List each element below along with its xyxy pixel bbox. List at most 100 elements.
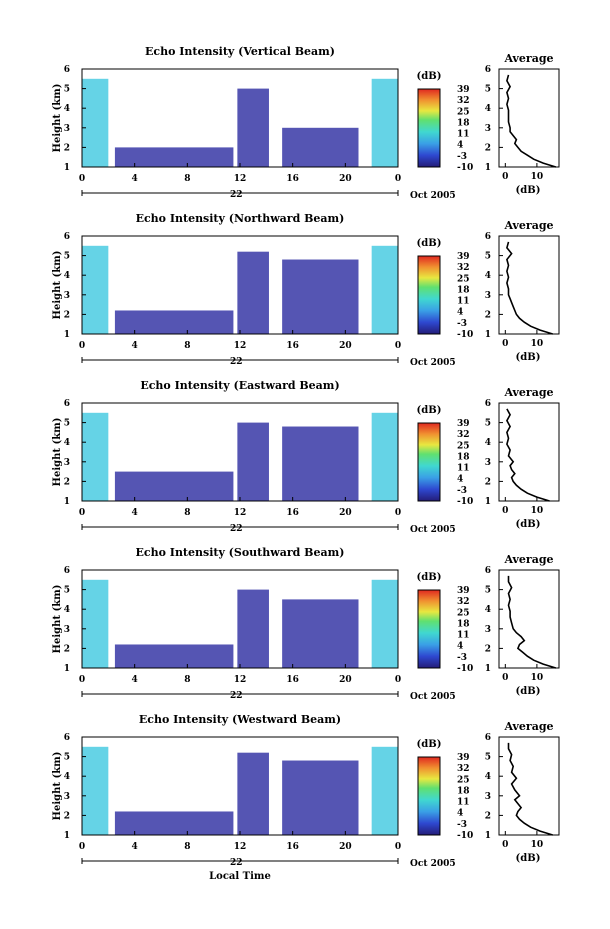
average-x-label: (dB): [516, 686, 541, 697]
colorbar-unit: (dB): [417, 572, 442, 583]
panel-2: Echo Intensity (Northward Beam)123456Hei…: [52, 212, 560, 368]
average-frame: [498, 402, 560, 502]
y-axis-label: Height (km): [52, 752, 63, 821]
colorbar-tick-label: -10: [457, 163, 473, 173]
x-tick-label: 0: [79, 174, 85, 184]
average-frame: [498, 569, 560, 669]
date-label: Oct 2005: [410, 525, 456, 535]
colorbar-tick-label: -3: [457, 486, 467, 496]
x-tick-label: 20: [339, 675, 352, 685]
average-profile-line: [506, 74, 557, 168]
average-y-tick-label: 6: [485, 733, 491, 743]
x-tick-label: 12: [234, 174, 247, 184]
x-tick-label: 8: [184, 508, 190, 518]
echo-block-5: [371, 746, 398, 835]
colorbar-tick-label: 32: [457, 263, 470, 273]
average-x-tick-label: 0: [502, 840, 508, 850]
average-title: Average: [503, 720, 553, 733]
echo-block-5: [371, 78, 398, 167]
average-y-tick-label: 2: [485, 310, 491, 320]
y-tick-label: 5: [64, 753, 70, 763]
x-tick-label: 20: [339, 341, 352, 351]
colorbar-tick-label: -3: [457, 319, 467, 329]
y-tick-label: 1: [64, 831, 70, 841]
colorbar-tick-label: 32: [457, 597, 470, 607]
x-tick-label: 4: [132, 842, 138, 852]
colorbar-unit: (dB): [417, 739, 442, 750]
colorbar-tick-label: 25: [457, 608, 470, 618]
y-tick-label: 1: [64, 664, 70, 674]
x-tick-label: 4: [132, 675, 138, 685]
average-x-tick-label: 0: [502, 339, 508, 349]
echo-block-1: [82, 78, 109, 167]
echo-block-4: [282, 599, 359, 668]
panel-title: Echo Intensity (Northward Beam): [136, 212, 345, 225]
average-y-tick-label: 5: [485, 252, 491, 262]
x-tick-label: 8: [184, 341, 190, 351]
colorbar-tick-label: 4: [457, 809, 463, 819]
colorbar-tick-label: 18: [457, 619, 470, 629]
day-label: 22: [230, 858, 243, 868]
x-tick-label: 4: [132, 508, 138, 518]
average-title: Average: [503, 219, 553, 232]
x-tick-label: 0: [395, 508, 401, 518]
y-tick-label: 6: [64, 566, 70, 576]
echo-block-3: [237, 251, 269, 334]
average-y-tick-label: 5: [485, 85, 491, 95]
echo-block-2: [114, 811, 234, 835]
average-frame: [498, 235, 560, 335]
average-y-tick-label: 1: [485, 330, 491, 340]
y-tick-label: 5: [64, 419, 70, 429]
echo-block-1: [82, 412, 109, 501]
average-y-tick-label: 3: [485, 458, 491, 468]
colorbar: [417, 756, 441, 836]
echo-block-2: [114, 471, 234, 501]
average-profile-line: [505, 408, 550, 502]
echo-block-5: [371, 579, 398, 668]
y-tick-label: 5: [64, 252, 70, 262]
x-tick-label: 16: [286, 508, 299, 518]
y-tick-label: 1: [64, 330, 70, 340]
colorbar: [417, 422, 441, 502]
y-axis-label: Height (km): [52, 418, 63, 487]
panel-4: Echo Intensity (Southward Beam)123456Hei…: [52, 546, 560, 702]
colorbar: [417, 88, 441, 168]
colorbar-tick-label: 11: [457, 798, 470, 808]
average-x-tick-label: 0: [502, 172, 508, 182]
colorbar-tick-label: -10: [457, 497, 473, 507]
date-label: Oct 2005: [410, 692, 456, 702]
colorbar-tick-label: 25: [457, 274, 470, 284]
y-tick-label: 2: [64, 143, 70, 153]
day-label: 22: [230, 691, 243, 701]
colorbar-tick-label: 39: [457, 753, 470, 763]
x-tick-label: 4: [132, 174, 138, 184]
y-axis-label: Height (km): [52, 585, 63, 654]
panel-title: Echo Intensity (Southward Beam): [136, 546, 345, 559]
y-tick-label: 2: [64, 310, 70, 320]
y-tick-label: 3: [64, 124, 70, 134]
average-y-tick-label: 3: [485, 291, 491, 301]
average-y-tick-label: 4: [485, 772, 491, 782]
average-y-tick-label: 2: [485, 143, 491, 153]
panel-title: Echo Intensity (Vertical Beam): [145, 45, 335, 58]
x-tick-label: 12: [234, 842, 247, 852]
x-tick-label: 0: [395, 675, 401, 685]
y-tick-label: 4: [64, 271, 70, 281]
average-y-tick-label: 5: [485, 753, 491, 763]
day-label: 22: [230, 190, 243, 200]
average-x-tick-label: 0: [502, 506, 508, 516]
colorbar-tick-label: -3: [457, 653, 467, 663]
colorbar-tick-label: 25: [457, 775, 470, 785]
colorbar-tick-label: 18: [457, 786, 470, 796]
colorbar-tick-label: 18: [457, 118, 470, 128]
average-x-label: (dB): [516, 185, 541, 196]
echo-block-1: [82, 746, 109, 835]
colorbar-tick-label: 4: [457, 475, 463, 485]
average-x-tick-label: 10: [531, 673, 544, 683]
echo-block-4: [282, 127, 359, 167]
panel-3: Echo Intensity (Eastward Beam)123456Heig…: [52, 379, 560, 535]
colorbar-tick-label: 32: [457, 430, 470, 440]
y-tick-label: 6: [64, 65, 70, 75]
x-tick-label: 16: [286, 341, 299, 351]
x-tick-label: 0: [79, 341, 85, 351]
